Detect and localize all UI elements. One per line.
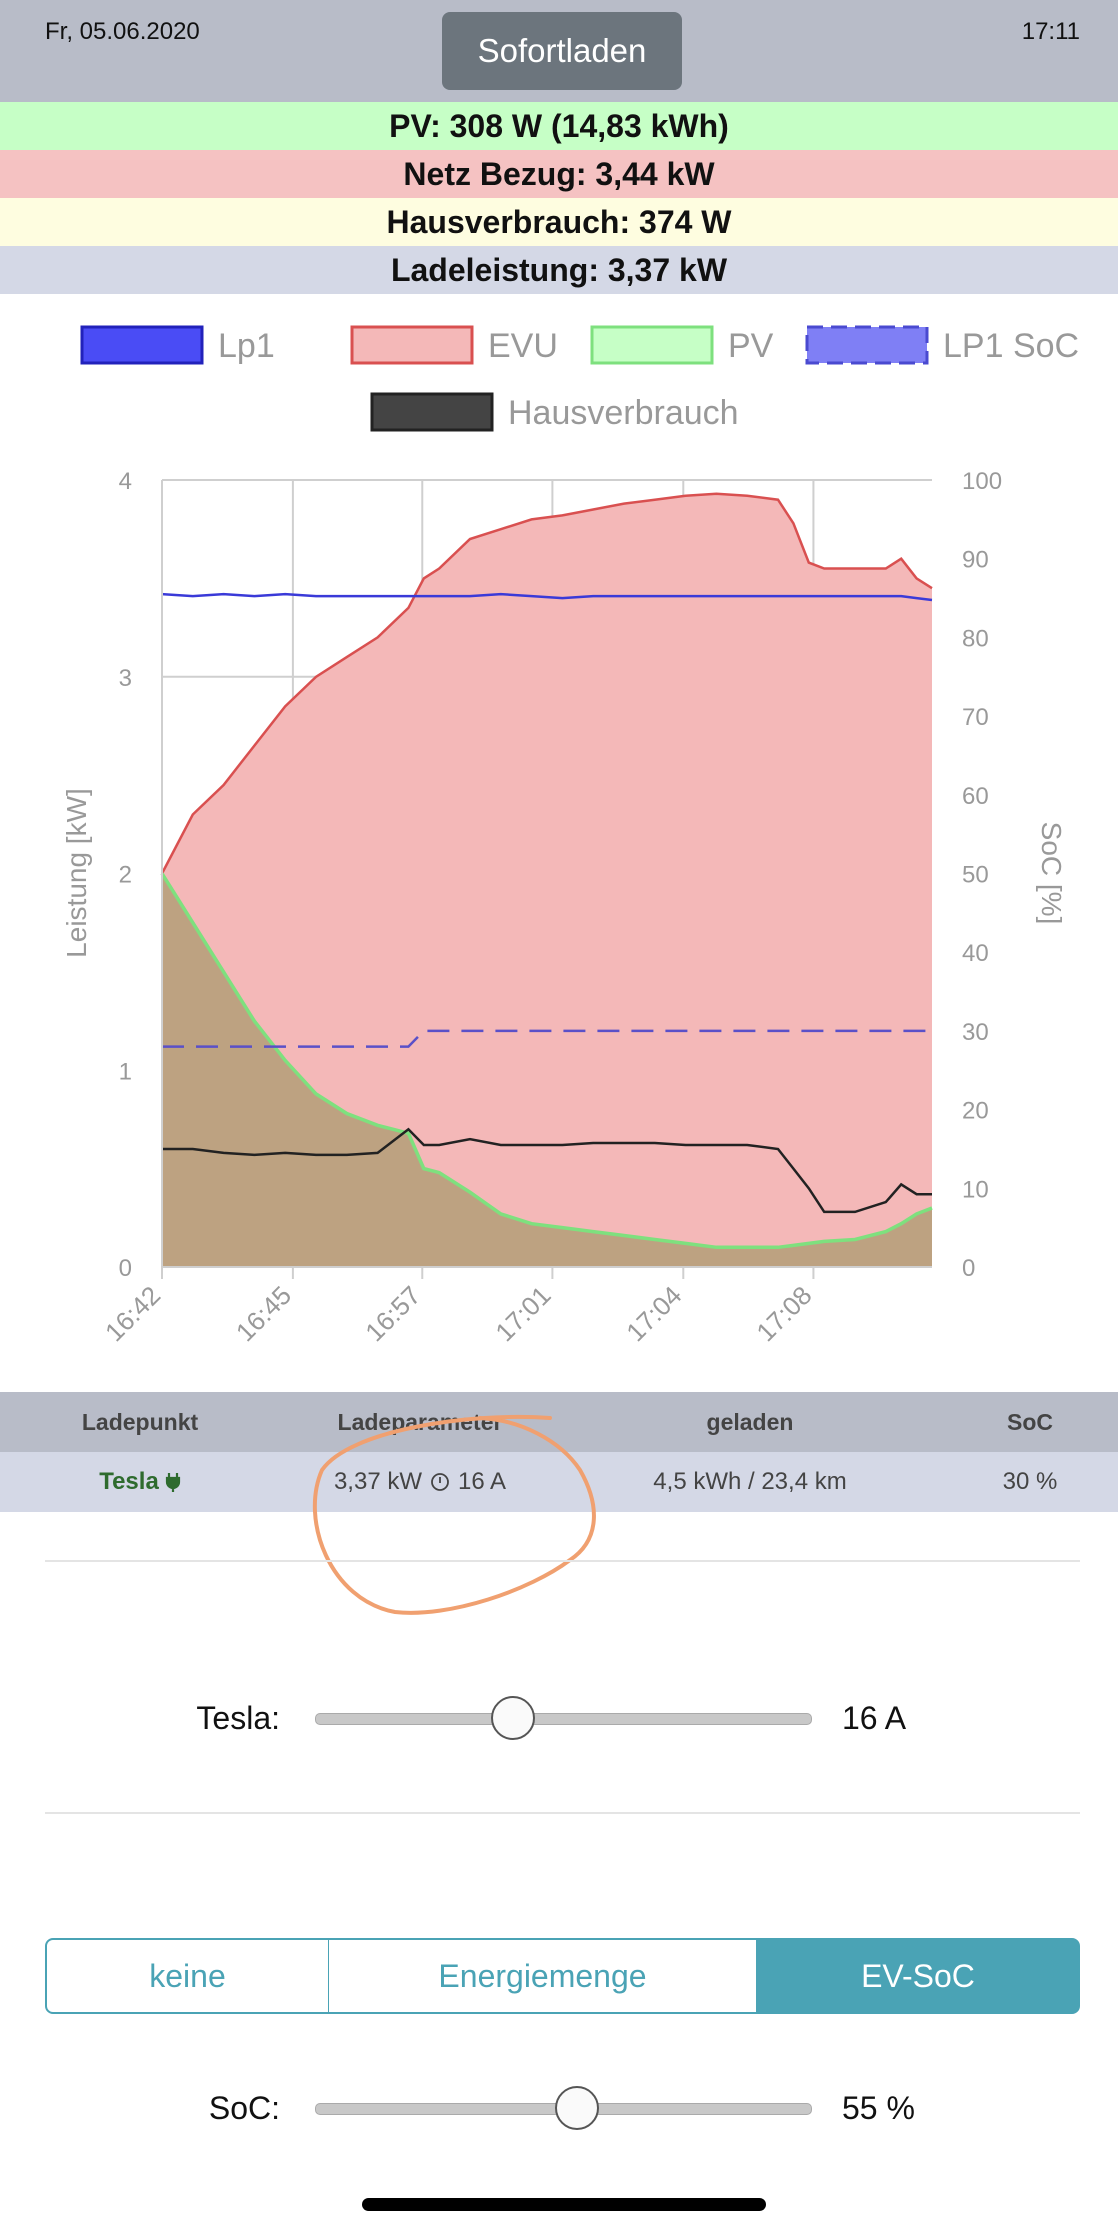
top-bar: Fr, 05.06.2020 Sofortladen 17:11 (0, 0, 1118, 102)
y-tick-right: 10 (962, 1176, 989, 1203)
legend-swatch-evu (350, 325, 474, 365)
y-tick-right: 90 (962, 547, 989, 574)
status-house: Hausverbrauch: 374 W (0, 198, 1118, 246)
y-tick-right: 70 (962, 704, 989, 731)
y-tick-left: 0 (119, 1255, 132, 1282)
legend-swatch-lp1 (80, 325, 204, 365)
status-pv: PV: 308 W (14,83 kWh) (0, 102, 1118, 150)
charge-point-table: Ladepunkt Ladeparameter geladen SoC Tesl… (0, 1392, 1118, 1512)
clock-icon (431, 1473, 449, 1491)
home-indicator[interactable] (362, 2198, 766, 2211)
charge-current: 16 A (457, 1468, 507, 1495)
y-tick-left: 3 (119, 665, 132, 692)
y-tick-right: 60 (962, 783, 989, 810)
y-tick-right: 50 (962, 862, 989, 889)
divider (45, 1560, 1080, 1562)
date-label: Fr, 05.06.2020 (45, 18, 200, 45)
legend-swatch-lp1-soc (805, 325, 929, 365)
charge-point-name[interactable]: Tesla (45, 1452, 235, 1512)
series-lp1-line (161, 592, 933, 602)
series-evu-line (160, 492, 933, 875)
tab-keine[interactable]: keine (45, 1938, 330, 2014)
legend-label-evu: EVU (488, 327, 558, 365)
legend-label-hausverbrauch: Hausverbrauch (508, 394, 739, 432)
y-axis-label-left: Leistung [kW] (61, 788, 92, 958)
y-tick-right: 30 (962, 1019, 989, 1046)
y-tick-right: 100 (962, 468, 1002, 495)
soc-slider-label: SoC: (208, 2090, 280, 2126)
y-tick-left: 2 (119, 862, 132, 889)
header-ladepunkt: Ladepunkt (81, 1408, 199, 1435)
series-hausverbrauch-line (162, 1127, 932, 1214)
charge-parameters: 3,37 kW 16 A (300, 1452, 540, 1512)
legend-swatch-pv (590, 325, 714, 365)
current-slider-thumb[interactable] (491, 1696, 535, 1740)
y-axis-label-right: SoC [%] (1036, 822, 1067, 925)
y-tick-right: 80 (962, 625, 989, 652)
y-tick-right: 40 (962, 940, 989, 967)
tab-energiemenge[interactable]: Energiemenge (328, 1938, 758, 2014)
legend-label-pv: PV (728, 327, 774, 365)
legend-swatch-hausverbrauch (370, 392, 494, 432)
soc-slider-value: 55 % (842, 2090, 915, 2126)
header-ladeparameter: Ladeparameter (337, 1408, 503, 1435)
series-lp1-soc-line (162, 1029, 932, 1048)
y-tick-right: 20 (962, 1098, 989, 1125)
series-evu-area (162, 493, 932, 1267)
header-geladen: geladen (706, 1408, 794, 1435)
soc-slider-thumb[interactable] (555, 2086, 600, 2130)
legend-label-lp1: Lp1 (218, 327, 275, 365)
charge-mode-button[interactable]: Sofortladen (442, 12, 682, 90)
current-slider-track[interactable] (315, 1713, 812, 1725)
y-tick-left: 4 (119, 468, 132, 495)
legend-label-lp1-soc: LP1 SoC (943, 327, 1079, 365)
status-grid: Netz Bezug: 3,44 kW (0, 150, 1118, 198)
charged-energy: 4,5 kWh / 23,4 km (653, 1468, 847, 1495)
time-label: 17:11 (1021, 18, 1080, 45)
series-pv-area (162, 873, 932, 1267)
series-pv-line (160, 872, 933, 1250)
charge-power: 3,37 kW (333, 1468, 422, 1495)
y-tick-right: 0 (962, 1255, 975, 1282)
power-chart: Lp1 EVU PV LP1 SoC Hausverbrauch 0 1 2 3 4 0 10 20 30… (0, 295, 1118, 1395)
charge-soc: 30 % (1002, 1468, 1058, 1495)
charge-point-label: Tesla (99, 1468, 159, 1495)
current-slider-label: Tesla: (196, 1700, 280, 1736)
tab-ev-soc[interactable]: EV-SoC (756, 1938, 1080, 2014)
table-header: Ladepunkt Ladeparameter geladen SoC (0, 1392, 1118, 1452)
table-row[interactable]: Tesla 3,37 kW 16 A 4,5 kWh / 23,4 km 30 … (0, 1452, 1118, 1512)
y-tick-left: 1 (119, 1058, 132, 1085)
header-soc: SoC (1007, 1408, 1053, 1435)
status-charge: Ladeleistung: 3,37 kW (0, 246, 1118, 294)
plug-icon (165, 1473, 180, 1492)
current-slider-value: 16 A (842, 1700, 907, 1736)
divider (45, 1812, 1080, 1814)
